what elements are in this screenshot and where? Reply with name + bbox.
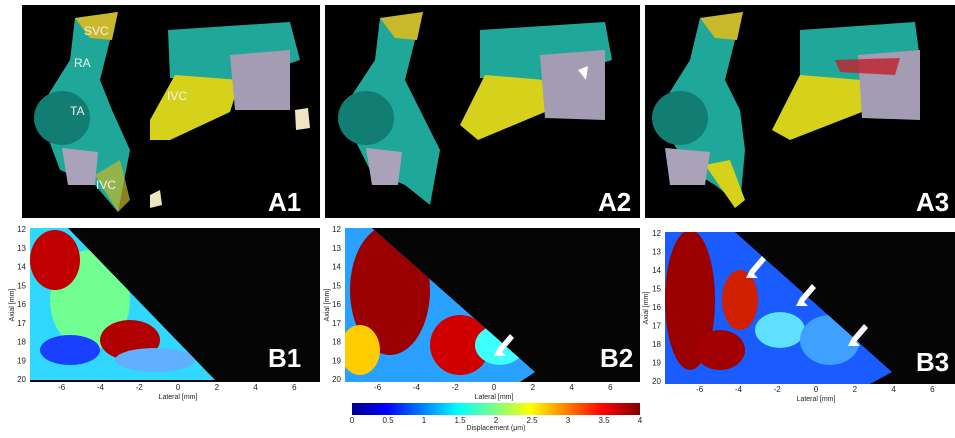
panel-label: B3 <box>916 347 949 377</box>
y-axis-label: Axial [mm] <box>643 292 650 325</box>
colorbar <box>352 403 640 415</box>
y-tick-label: 17 <box>652 322 661 331</box>
y-tick-label: 20 <box>17 375 26 384</box>
y-tick-label: 20 <box>652 377 661 386</box>
x-tick-label: -2 <box>774 385 782 394</box>
colorbar-label: Displacement (μm) <box>467 425 526 432</box>
x-axis-label: Lateral [mm] <box>797 396 836 403</box>
x-tick-label: 2 <box>853 385 858 394</box>
x-tick-label: 0 <box>814 385 819 394</box>
y-tick-label: 18 <box>332 338 341 347</box>
panel-label: A3 <box>916 187 949 217</box>
colorbar-tick-label: 1 <box>422 416 427 425</box>
panel-label: B2 <box>600 343 633 373</box>
annotation: IVC <box>167 89 187 103</box>
y-tick-label: 14 <box>652 266 661 275</box>
annotation: IVC <box>96 178 116 192</box>
y-tick-label: 14 <box>17 263 26 272</box>
y-axis-label: Axial [mm] <box>9 289 16 322</box>
y-tick-label: 15 <box>652 285 661 294</box>
annotation: TA <box>70 104 84 118</box>
colorbar-tick-label: 1.5 <box>454 416 466 425</box>
panel-label: A1 <box>268 187 301 217</box>
y-tick-label: 19 <box>332 356 341 365</box>
colorbar-tick-label: 3 <box>566 416 571 425</box>
colorbar-tick-label: 3.5 <box>598 416 610 425</box>
y-tick-label: 15 <box>332 281 341 290</box>
panel-label: B1 <box>268 343 301 373</box>
colorbar-ticks: 0 0.5 1 1.5 2 2.5 3 3.5 4 <box>350 416 643 425</box>
x-tick-label: 2 <box>215 383 220 392</box>
y-tick-label: 19 <box>652 359 661 368</box>
y-tick-label: 12 <box>652 229 661 238</box>
x-axis-label: Lateral [mm] <box>475 394 514 401</box>
x-tick-label: -6 <box>696 385 704 394</box>
y-axis-label: Axial [mm] <box>324 289 331 322</box>
y-tick-label: 16 <box>17 300 26 309</box>
x-tick-label: 6 <box>930 385 935 394</box>
y-tick-label: 18 <box>652 340 661 349</box>
y-tick-label: 12 <box>17 225 26 234</box>
y-tick-label: 17 <box>17 319 26 328</box>
panel-a3: A3 <box>645 5 955 218</box>
y-tick-label: 18 <box>17 338 26 347</box>
x-tick-label: -6 <box>58 383 66 392</box>
x-tick-label: 0 <box>176 383 181 392</box>
y-tick-label: 20 <box>332 375 341 384</box>
x-tick-label: 2 <box>531 383 536 392</box>
figure: SVC RA TA IVC IVC A1 A2 A3 <box>0 0 955 433</box>
panel-b1: B1 <box>30 228 320 382</box>
x-tick-label: 4 <box>891 385 896 394</box>
x-tick-label: -4 <box>735 385 743 394</box>
colorbar-tick-label: 2.5 <box>526 416 538 425</box>
colorbar-tick-label: 2 <box>494 416 499 425</box>
panel-a1: SVC RA TA IVC IVC A1 <box>22 5 320 218</box>
y-tick-label: 14 <box>332 263 341 272</box>
x-tick-label: -4 <box>413 383 421 392</box>
colorbar-tick-label: 0.5 <box>382 416 394 425</box>
x-tick-label: 6 <box>292 383 297 392</box>
x-tick-label: -2 <box>452 383 460 392</box>
x-tick-label: -6 <box>374 383 382 392</box>
y-tick-label: 15 <box>17 281 26 290</box>
y-tick-label: 16 <box>332 300 341 309</box>
x-axis-label: Lateral [mm] <box>159 394 198 401</box>
y-tick-label: 19 <box>17 356 26 365</box>
panel-a2: A2 <box>325 5 640 218</box>
y-tick-label: 17 <box>332 319 341 328</box>
x-tick-label: 0 <box>492 383 497 392</box>
y-tick-label: 13 <box>332 244 341 253</box>
x-tick-label: 4 <box>253 383 258 392</box>
panel-b3: B3 <box>665 230 955 384</box>
y-tick-label: 13 <box>652 248 661 257</box>
x-tick-label: -4 <box>97 383 105 392</box>
x-tick-label: -2 <box>136 383 144 392</box>
panel-b2: B2 <box>340 225 640 382</box>
panel-label: A2 <box>598 187 631 217</box>
colorbar-tick-label: 0 <box>350 416 355 425</box>
annotation: SVC <box>84 24 109 38</box>
annotation: RA <box>74 56 91 70</box>
x-tick-label: 4 <box>569 383 574 392</box>
colorbar-tick-label: 4 <box>638 416 643 425</box>
y-tick-label: 12 <box>332 225 341 234</box>
y-tick-label: 16 <box>652 303 661 312</box>
x-tick-label: 6 <box>608 383 613 392</box>
y-tick-label: 13 <box>17 244 26 253</box>
